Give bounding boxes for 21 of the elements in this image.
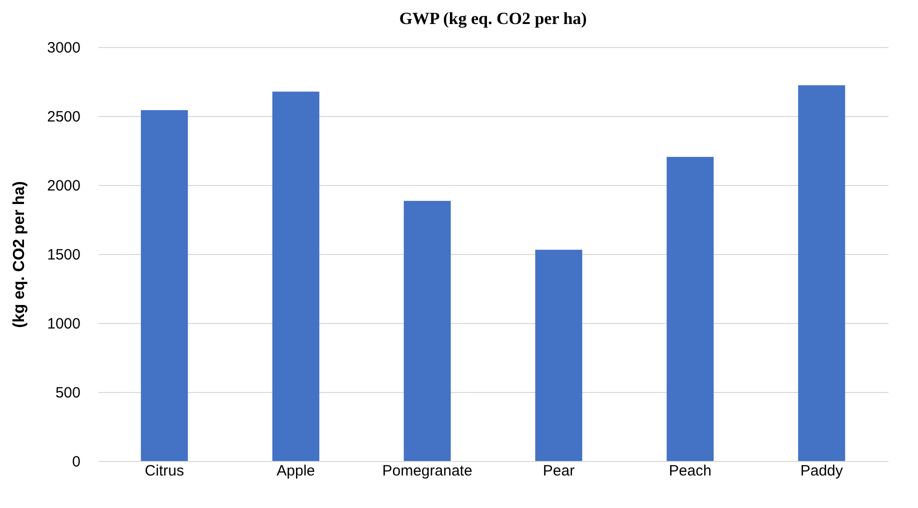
y-tick-label: 1000 [47,316,80,332]
bar [272,92,320,461]
x-tick-label: Apple [276,462,316,480]
y-tick-label: 3000 [47,40,80,56]
bar [404,200,451,461]
bar [798,85,846,461]
bar [140,110,188,461]
y-tick-label: 1500 [47,246,80,264]
x-tick-label: Paddy [800,462,844,480]
chart-title: GWP (kg eq. CO2 per ha) [399,9,587,28]
y-tick-label: 0 [72,454,80,470]
x-tick-label: Peach [668,462,712,480]
x-tick-label: Pomegranate [382,462,472,480]
x-tick-label: Pear [542,462,575,480]
y-tick-label: 500 [55,384,80,402]
y-axis-title: (kg eq. CO2 per ha) [11,181,28,328]
x-tick-label: Citrus [144,462,184,480]
y-tick-label: 2500 [47,108,80,126]
y-tick-label: 2000 [47,178,80,194]
bar [666,156,714,461]
bar [535,250,582,461]
